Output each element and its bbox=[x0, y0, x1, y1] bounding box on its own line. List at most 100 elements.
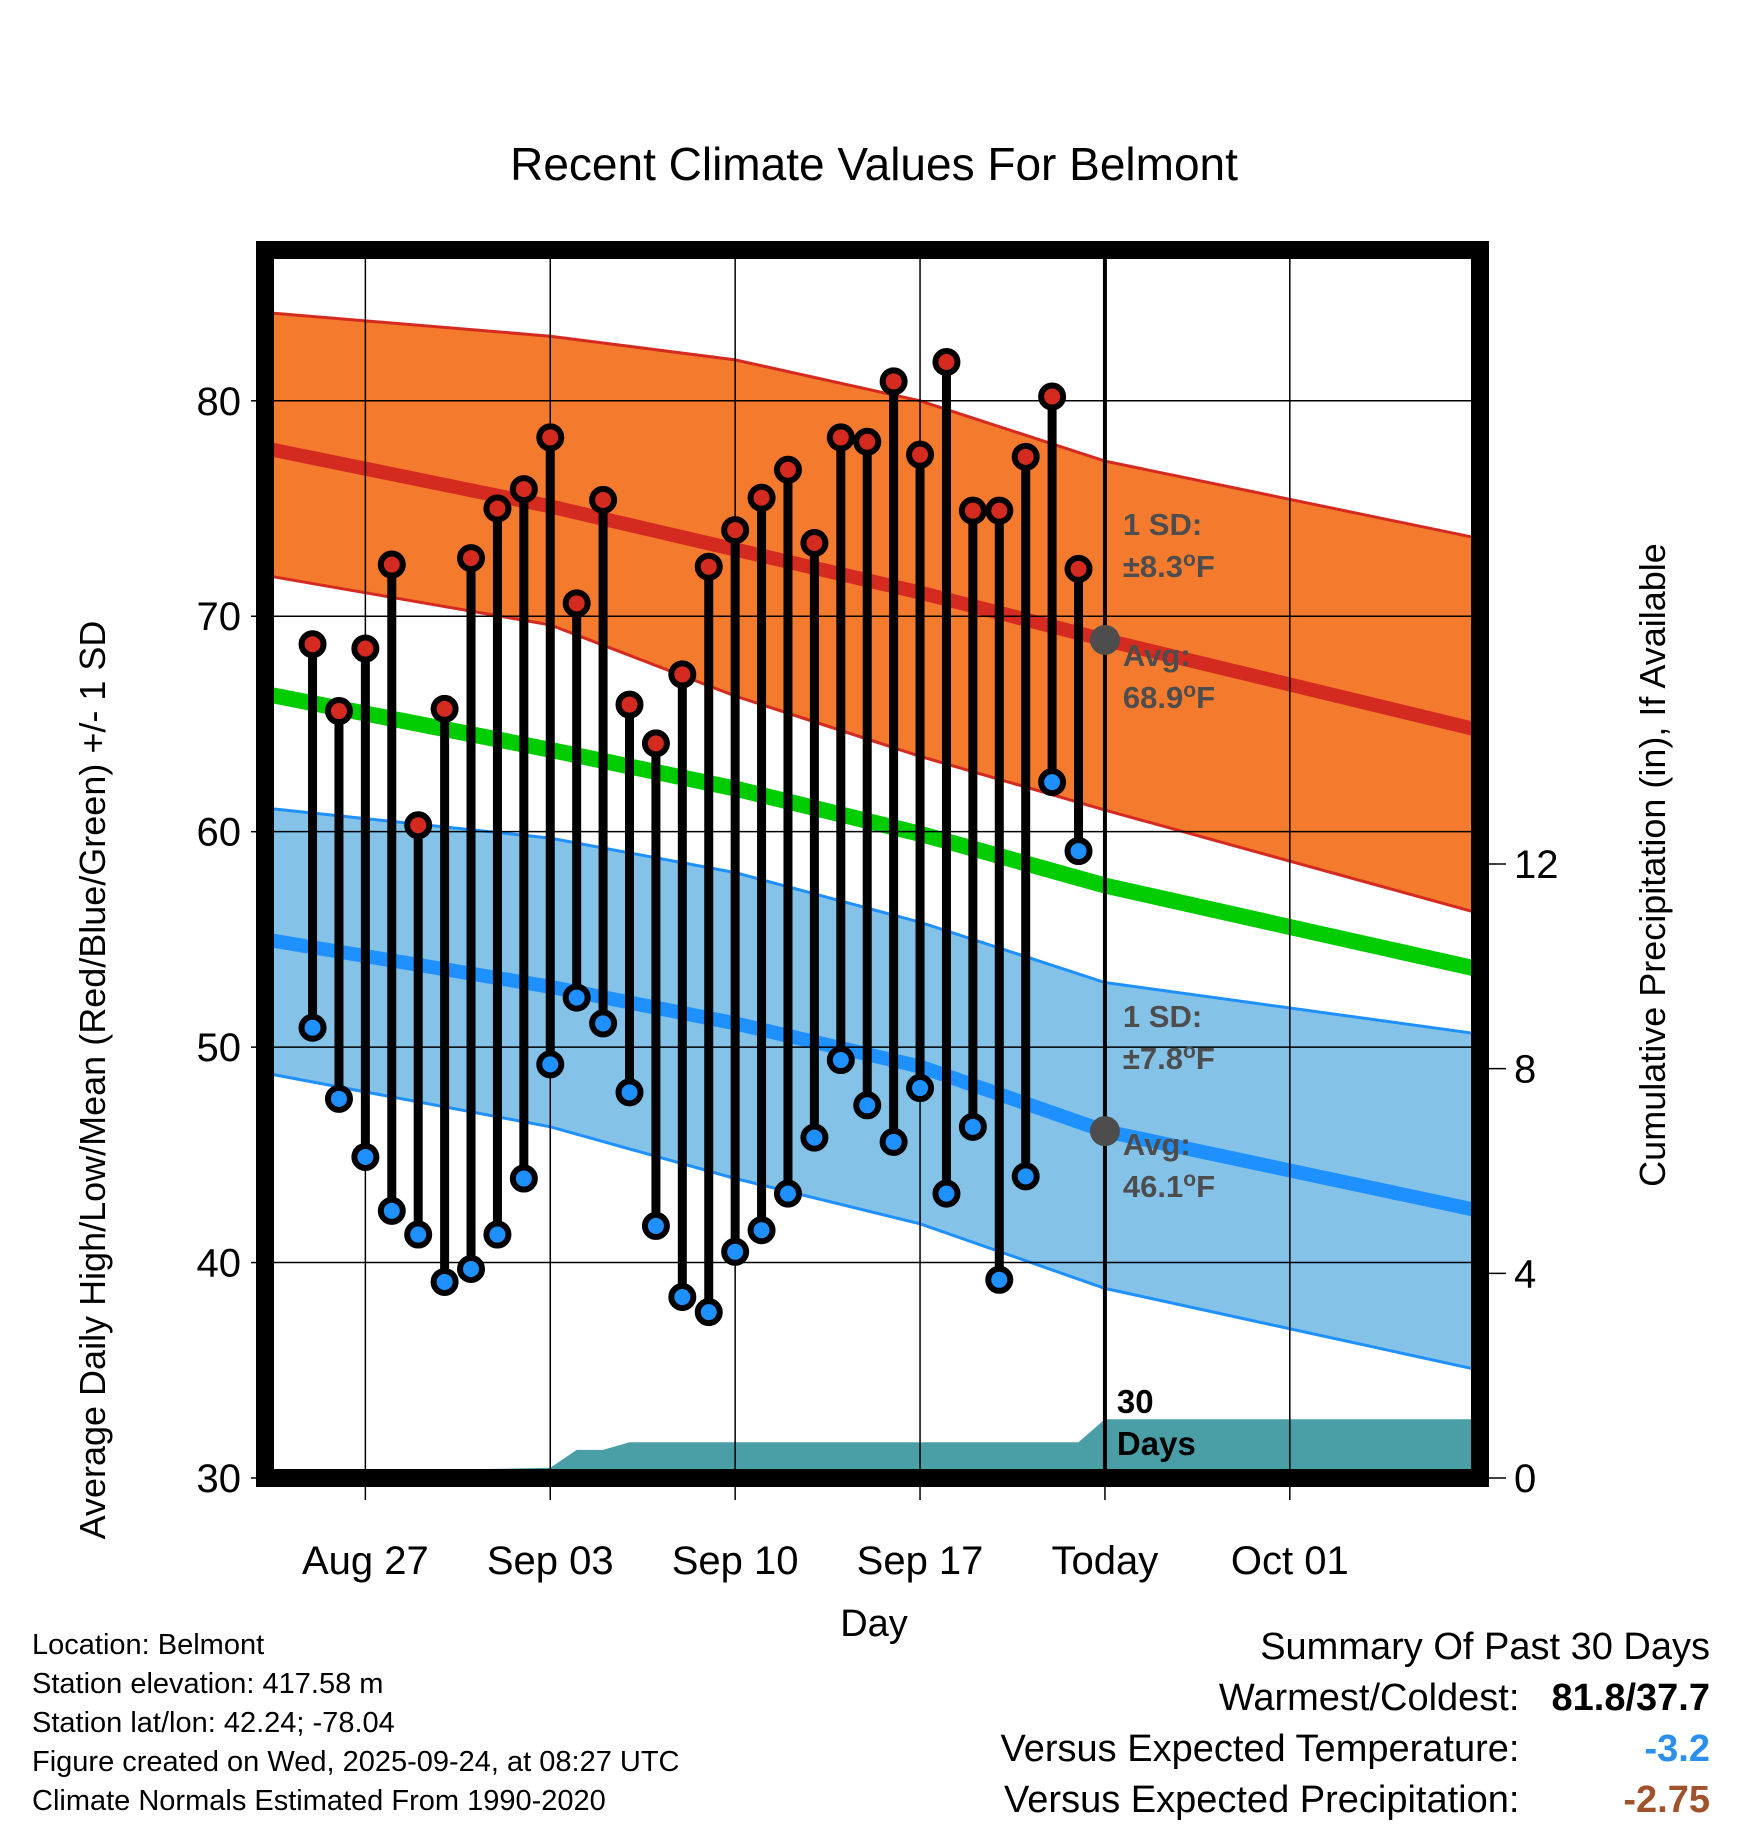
y-tick-label: 70 bbox=[197, 595, 242, 639]
days-label: Days bbox=[1117, 1425, 1196, 1462]
daily-high-point bbox=[377, 550, 406, 579]
daily-low-point bbox=[747, 1216, 776, 1245]
daily-low-point bbox=[826, 1046, 855, 1075]
daily-low-point bbox=[615, 1078, 644, 1107]
summary-temp-row: Versus Expected Temperature: -3.2 bbox=[1001, 1724, 1710, 1775]
daily-low-point bbox=[800, 1123, 829, 1152]
summary-precip-row: Versus Expected Precipitation: -2.75 bbox=[1001, 1775, 1710, 1826]
daily-low-point bbox=[404, 1220, 433, 1249]
daily-low-point bbox=[773, 1179, 802, 1208]
info-created: Figure created on Wed, 2025-09-24, at 08… bbox=[32, 1746, 680, 1778]
plot-frame bbox=[256, 241, 1489, 1487]
daily-high-point bbox=[562, 589, 591, 618]
y-tick-label: 40 bbox=[197, 1242, 242, 1286]
daily-low-point bbox=[721, 1237, 750, 1266]
y2-tick-label: 0 bbox=[1514, 1457, 1536, 1501]
daily-high-point bbox=[694, 552, 723, 581]
daily-low-point bbox=[324, 1084, 353, 1113]
low-sd-upper-line bbox=[264, 806, 1481, 1036]
low-avg-value: 46.1oF bbox=[1123, 1168, 1215, 1205]
daily-low-point bbox=[589, 1009, 618, 1038]
info-latlon: Station lat/lon: 42.24; -78.04 bbox=[32, 1707, 395, 1739]
high-sd-label: 1 SD: bbox=[1123, 507, 1202, 542]
low-sd-lower-line bbox=[264, 1071, 1481, 1372]
daily-high-point bbox=[985, 496, 1014, 525]
daily-high-point bbox=[747, 483, 776, 512]
y2-tick-label: 8 bbox=[1514, 1048, 1536, 1092]
daily-high-point bbox=[641, 729, 670, 758]
daily-low-point bbox=[853, 1091, 882, 1120]
daily-low-point bbox=[958, 1112, 987, 1141]
daily-low-point bbox=[1038, 768, 1067, 797]
daily-low-point bbox=[562, 983, 591, 1012]
normal-mean-line bbox=[263, 685, 1482, 978]
summary-temp-value: -3.2 bbox=[1644, 1728, 1710, 1770]
low-sd-band bbox=[265, 808, 1480, 1371]
daily-low-point bbox=[879, 1127, 908, 1156]
daily-low-point bbox=[668, 1283, 697, 1312]
daily-low-point bbox=[509, 1164, 538, 1193]
x-tick-label: Sep 03 bbox=[487, 1539, 614, 1583]
y2-tick-label: 4 bbox=[1514, 1252, 1536, 1296]
daily-high-point bbox=[1038, 382, 1067, 411]
normal-low-line bbox=[263, 932, 1482, 1218]
daily-high-point bbox=[958, 496, 987, 525]
summary-heading: Summary Of Past 30 Days bbox=[1260, 1626, 1710, 1668]
station-info: Location: Belmont Station elevation: 417… bbox=[32, 1626, 680, 1821]
daily-high-point bbox=[589, 485, 618, 514]
high-avg-value: 68.9oF bbox=[1123, 679, 1215, 716]
y-tick-label: 60 bbox=[197, 811, 242, 855]
y-tick-label: 50 bbox=[197, 1026, 242, 1070]
daily-low-point bbox=[430, 1267, 459, 1296]
daily-high-point bbox=[826, 423, 855, 452]
daily-high-point bbox=[404, 811, 433, 840]
summary-warmest-label: Warmest/Coldest: bbox=[1218, 1677, 1520, 1719]
daily-low-point bbox=[985, 1265, 1014, 1294]
daily-low-point bbox=[483, 1220, 512, 1249]
daily-high-point bbox=[853, 427, 882, 456]
daily-high-point bbox=[351, 634, 380, 663]
y2-tick-label: 12 bbox=[1514, 843, 1559, 887]
summary-warmest-row: Warmest/Coldest: 81.8/37.7 bbox=[1001, 1673, 1710, 1724]
daily-low-point bbox=[377, 1196, 406, 1225]
summary-precip-value: -2.75 bbox=[1623, 1779, 1710, 1821]
y-axis-label: Average Daily High/Low/Mean (Red/Blue/Gr… bbox=[72, 621, 113, 1540]
info-elevation: Station elevation: 417.58 m bbox=[32, 1668, 384, 1700]
daily-low-point bbox=[298, 1013, 327, 1042]
daily-high-point bbox=[800, 528, 829, 557]
precip-area bbox=[265, 1419, 1480, 1478]
y-tick-label: 30 bbox=[197, 1457, 242, 1501]
daily-high-point bbox=[773, 455, 802, 484]
daily-low-point bbox=[932, 1179, 961, 1208]
daily-low-point bbox=[1011, 1162, 1040, 1191]
x-tick-label: Sep 17 bbox=[857, 1539, 984, 1583]
low-avg-label: Avg: bbox=[1123, 1127, 1191, 1162]
daily-low-point bbox=[694, 1298, 723, 1327]
summary-warmest-value: 81.8/37.7 bbox=[1551, 1677, 1710, 1719]
daily-high-point bbox=[536, 423, 565, 452]
info-normals: Climate Normals Estimated From 1990-2020 bbox=[32, 1785, 606, 1817]
high-sd-upper-line bbox=[264, 311, 1481, 541]
daily-high-point bbox=[457, 544, 486, 573]
low-sd-label: 1 SD: bbox=[1123, 999, 1202, 1034]
daily-high-point bbox=[906, 440, 935, 469]
summary-panel: Summary Of Past 30 Days Warmest/Coldest:… bbox=[1001, 1622, 1710, 1826]
today-normal-high-marker bbox=[1089, 624, 1120, 655]
daily-high-point bbox=[509, 475, 538, 504]
today-normal-low-marker bbox=[1089, 1116, 1120, 1147]
y-tick-label: 80 bbox=[197, 380, 242, 424]
x-tick-label: Oct 01 bbox=[1231, 1539, 1349, 1583]
high-avg-label: Avg: bbox=[1123, 638, 1191, 673]
daily-low-point bbox=[536, 1050, 565, 1079]
summary-precip-label: Versus Expected Precipitation: bbox=[1004, 1779, 1520, 1821]
daily-low-point bbox=[1064, 837, 1093, 866]
daily-high-point bbox=[1011, 442, 1040, 471]
y2-axis-label: Cumulative Precipitation (in), If Availa… bbox=[1632, 543, 1673, 1187]
days-count-label: 30 bbox=[1117, 1383, 1154, 1420]
x-tick-label: Aug 27 bbox=[302, 1539, 429, 1583]
daily-high-point bbox=[668, 660, 697, 689]
daily-low-point bbox=[906, 1074, 935, 1103]
info-location: Location: Belmont bbox=[32, 1629, 265, 1661]
daily-high-point bbox=[430, 694, 459, 723]
